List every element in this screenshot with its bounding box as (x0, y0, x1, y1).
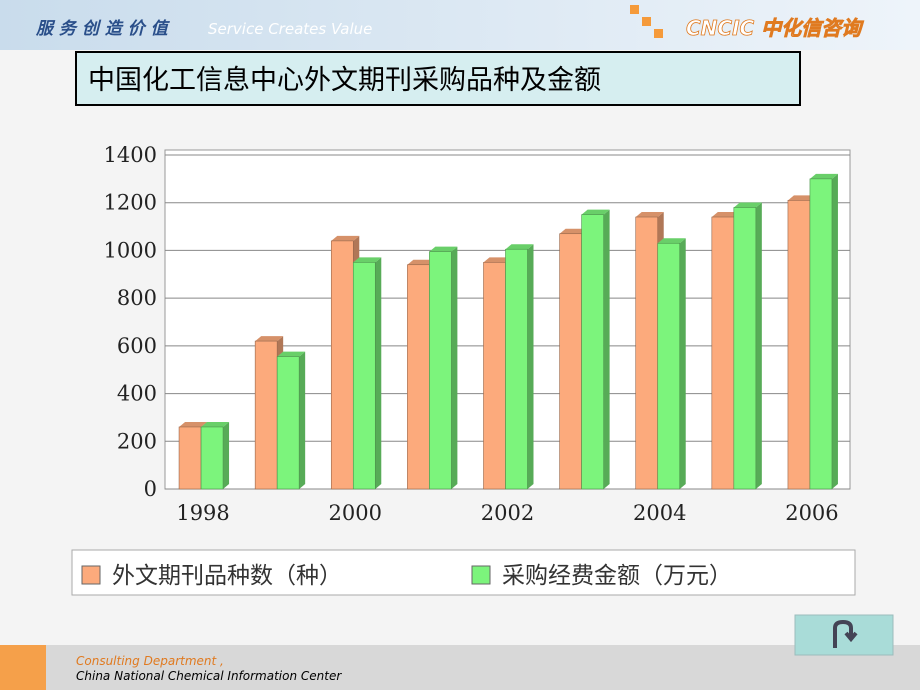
bar-top (635, 212, 664, 218)
bar-top (505, 244, 534, 250)
bar (809, 178, 833, 490)
bar (711, 216, 735, 490)
bar-top (581, 209, 610, 215)
bar-top (277, 351, 306, 357)
y-tick-label: 1000 (104, 238, 157, 262)
bar (581, 214, 604, 490)
bar-top (711, 212, 740, 218)
bar (635, 216, 659, 490)
legend-box (71, 549, 856, 596)
bar-top (733, 202, 762, 208)
bar-top (201, 421, 230, 427)
bar-side (603, 209, 610, 489)
legend-swatch (471, 565, 491, 585)
footer-line1: Consulting Department , (76, 654, 224, 668)
bar (200, 426, 224, 490)
bar-top (179, 421, 208, 427)
bar-side (755, 202, 762, 489)
footer-band (46, 645, 920, 690)
bar (352, 262, 376, 490)
bar-side (451, 246, 458, 489)
legend-label: 采购经费金额（万元） (502, 563, 732, 589)
bar-top (429, 246, 458, 252)
y-tick-label: 600 (117, 334, 157, 358)
bar (330, 240, 354, 490)
title-box (75, 51, 801, 106)
bar (733, 207, 757, 490)
bar (429, 251, 452, 490)
bar-side (527, 244, 534, 489)
x-tick-label: 2006 (785, 501, 838, 525)
bar (559, 233, 582, 490)
bar (407, 264, 430, 490)
footer-square (0, 645, 46, 690)
bar-top (255, 336, 284, 342)
back-button[interactable] (794, 614, 894, 656)
bar (787, 200, 811, 490)
slogan: 服 务 创 造 价 值 (35, 19, 171, 39)
bar (483, 262, 506, 490)
slogan-en: Service Creates Value (208, 20, 372, 38)
bar-side (223, 421, 230, 489)
logo-dot (630, 5, 639, 14)
bar-top (483, 257, 512, 263)
logo: CNCIC 中化信咨询 (686, 16, 864, 40)
logo-dot (654, 29, 663, 38)
x-tick-label: 1998 (176, 501, 229, 525)
bar-side (299, 351, 306, 489)
bar-side (375, 257, 382, 489)
back-icon[interactable] (833, 619, 858, 648)
legend-swatch (81, 565, 101, 585)
bar (276, 356, 300, 490)
bar-top (787, 195, 816, 201)
y-tick-label: 800 (117, 286, 157, 310)
bar (505, 248, 528, 490)
bar (657, 242, 681, 490)
header-band (0, 0, 920, 50)
y-tick-label: 400 (117, 382, 157, 406)
x-tick-label: 2002 (481, 501, 534, 525)
bar-side (679, 238, 686, 489)
bar-top (407, 259, 436, 265)
legend-label: 外文期刊品种数（种） (112, 563, 342, 589)
y-tick-label: 0 (144, 477, 157, 501)
bar-side (831, 173, 838, 489)
bar (178, 426, 202, 490)
bar-top (353, 257, 382, 263)
chart-title: 中国化工信息中心外文期刊采购品种及金额 (88, 65, 601, 96)
bar-top (559, 228, 588, 234)
y-tick-label: 200 (117, 429, 157, 453)
y-tick-label: 1200 (104, 191, 157, 215)
bar-top (657, 238, 686, 244)
bar (254, 340, 278, 490)
y-tick-label: 1400 (104, 143, 157, 167)
logo-dot (642, 17, 651, 26)
bar-top (331, 235, 360, 241)
bar-top (809, 173, 838, 179)
footer-line2: China National Chemical Information Cent… (76, 669, 342, 683)
x-tick-label: 2004 (633, 501, 686, 525)
x-tick-label: 2000 (329, 501, 382, 525)
